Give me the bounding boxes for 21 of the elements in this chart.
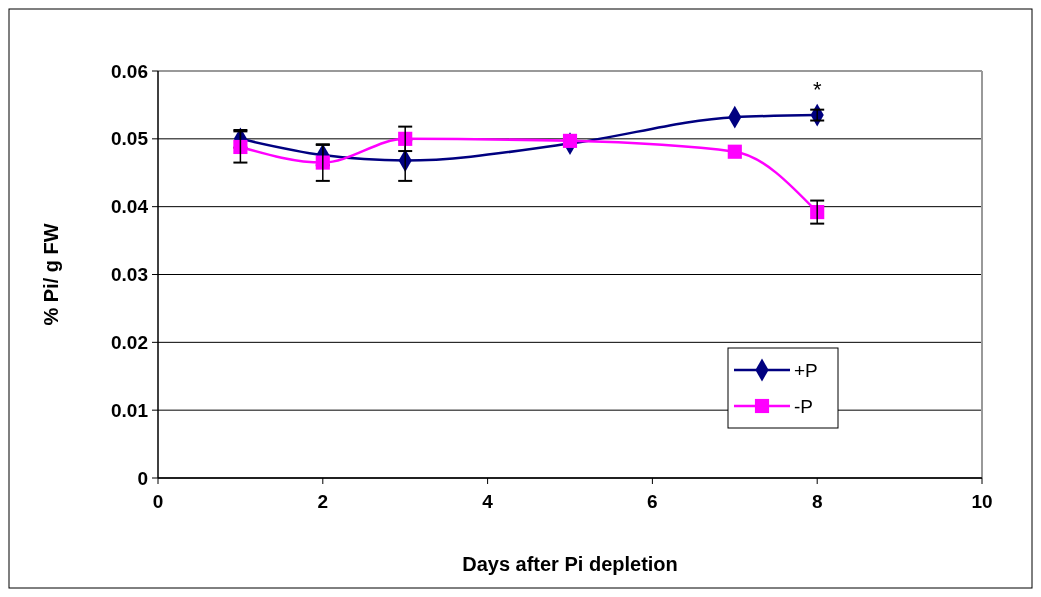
x-tick-label: 8: [811, 491, 823, 512]
x-tick-label: 2: [317, 491, 329, 512]
x-tick-label: 0: [152, 491, 164, 512]
point: [727, 144, 742, 159]
y-tick-label: 0.05: [111, 128, 149, 150]
legend-label: +P: [794, 359, 818, 381]
y-tick-label: 0.02: [111, 331, 148, 353]
x-tick-label: 10: [971, 491, 993, 512]
y-tick-label: 0: [137, 467, 148, 489]
point: [233, 139, 248, 155]
annotation: *: [812, 76, 822, 102]
y-axis-title: % Pi/ g FW: [40, 223, 62, 326]
y-tick-label: 0.04: [111, 196, 149, 218]
x-tick-label: 6: [647, 491, 658, 512]
x-tick-label: 4: [482, 491, 494, 512]
y-tick-label: 0.01: [111, 399, 149, 421]
x-axis-title: Days after Pi depletion: [462, 553, 678, 575]
y-tick-label: 0.06: [111, 60, 148, 82]
y-tick-label: 0.03: [111, 264, 148, 286]
legend-label: -P: [794, 395, 813, 417]
point: [562, 133, 578, 148]
